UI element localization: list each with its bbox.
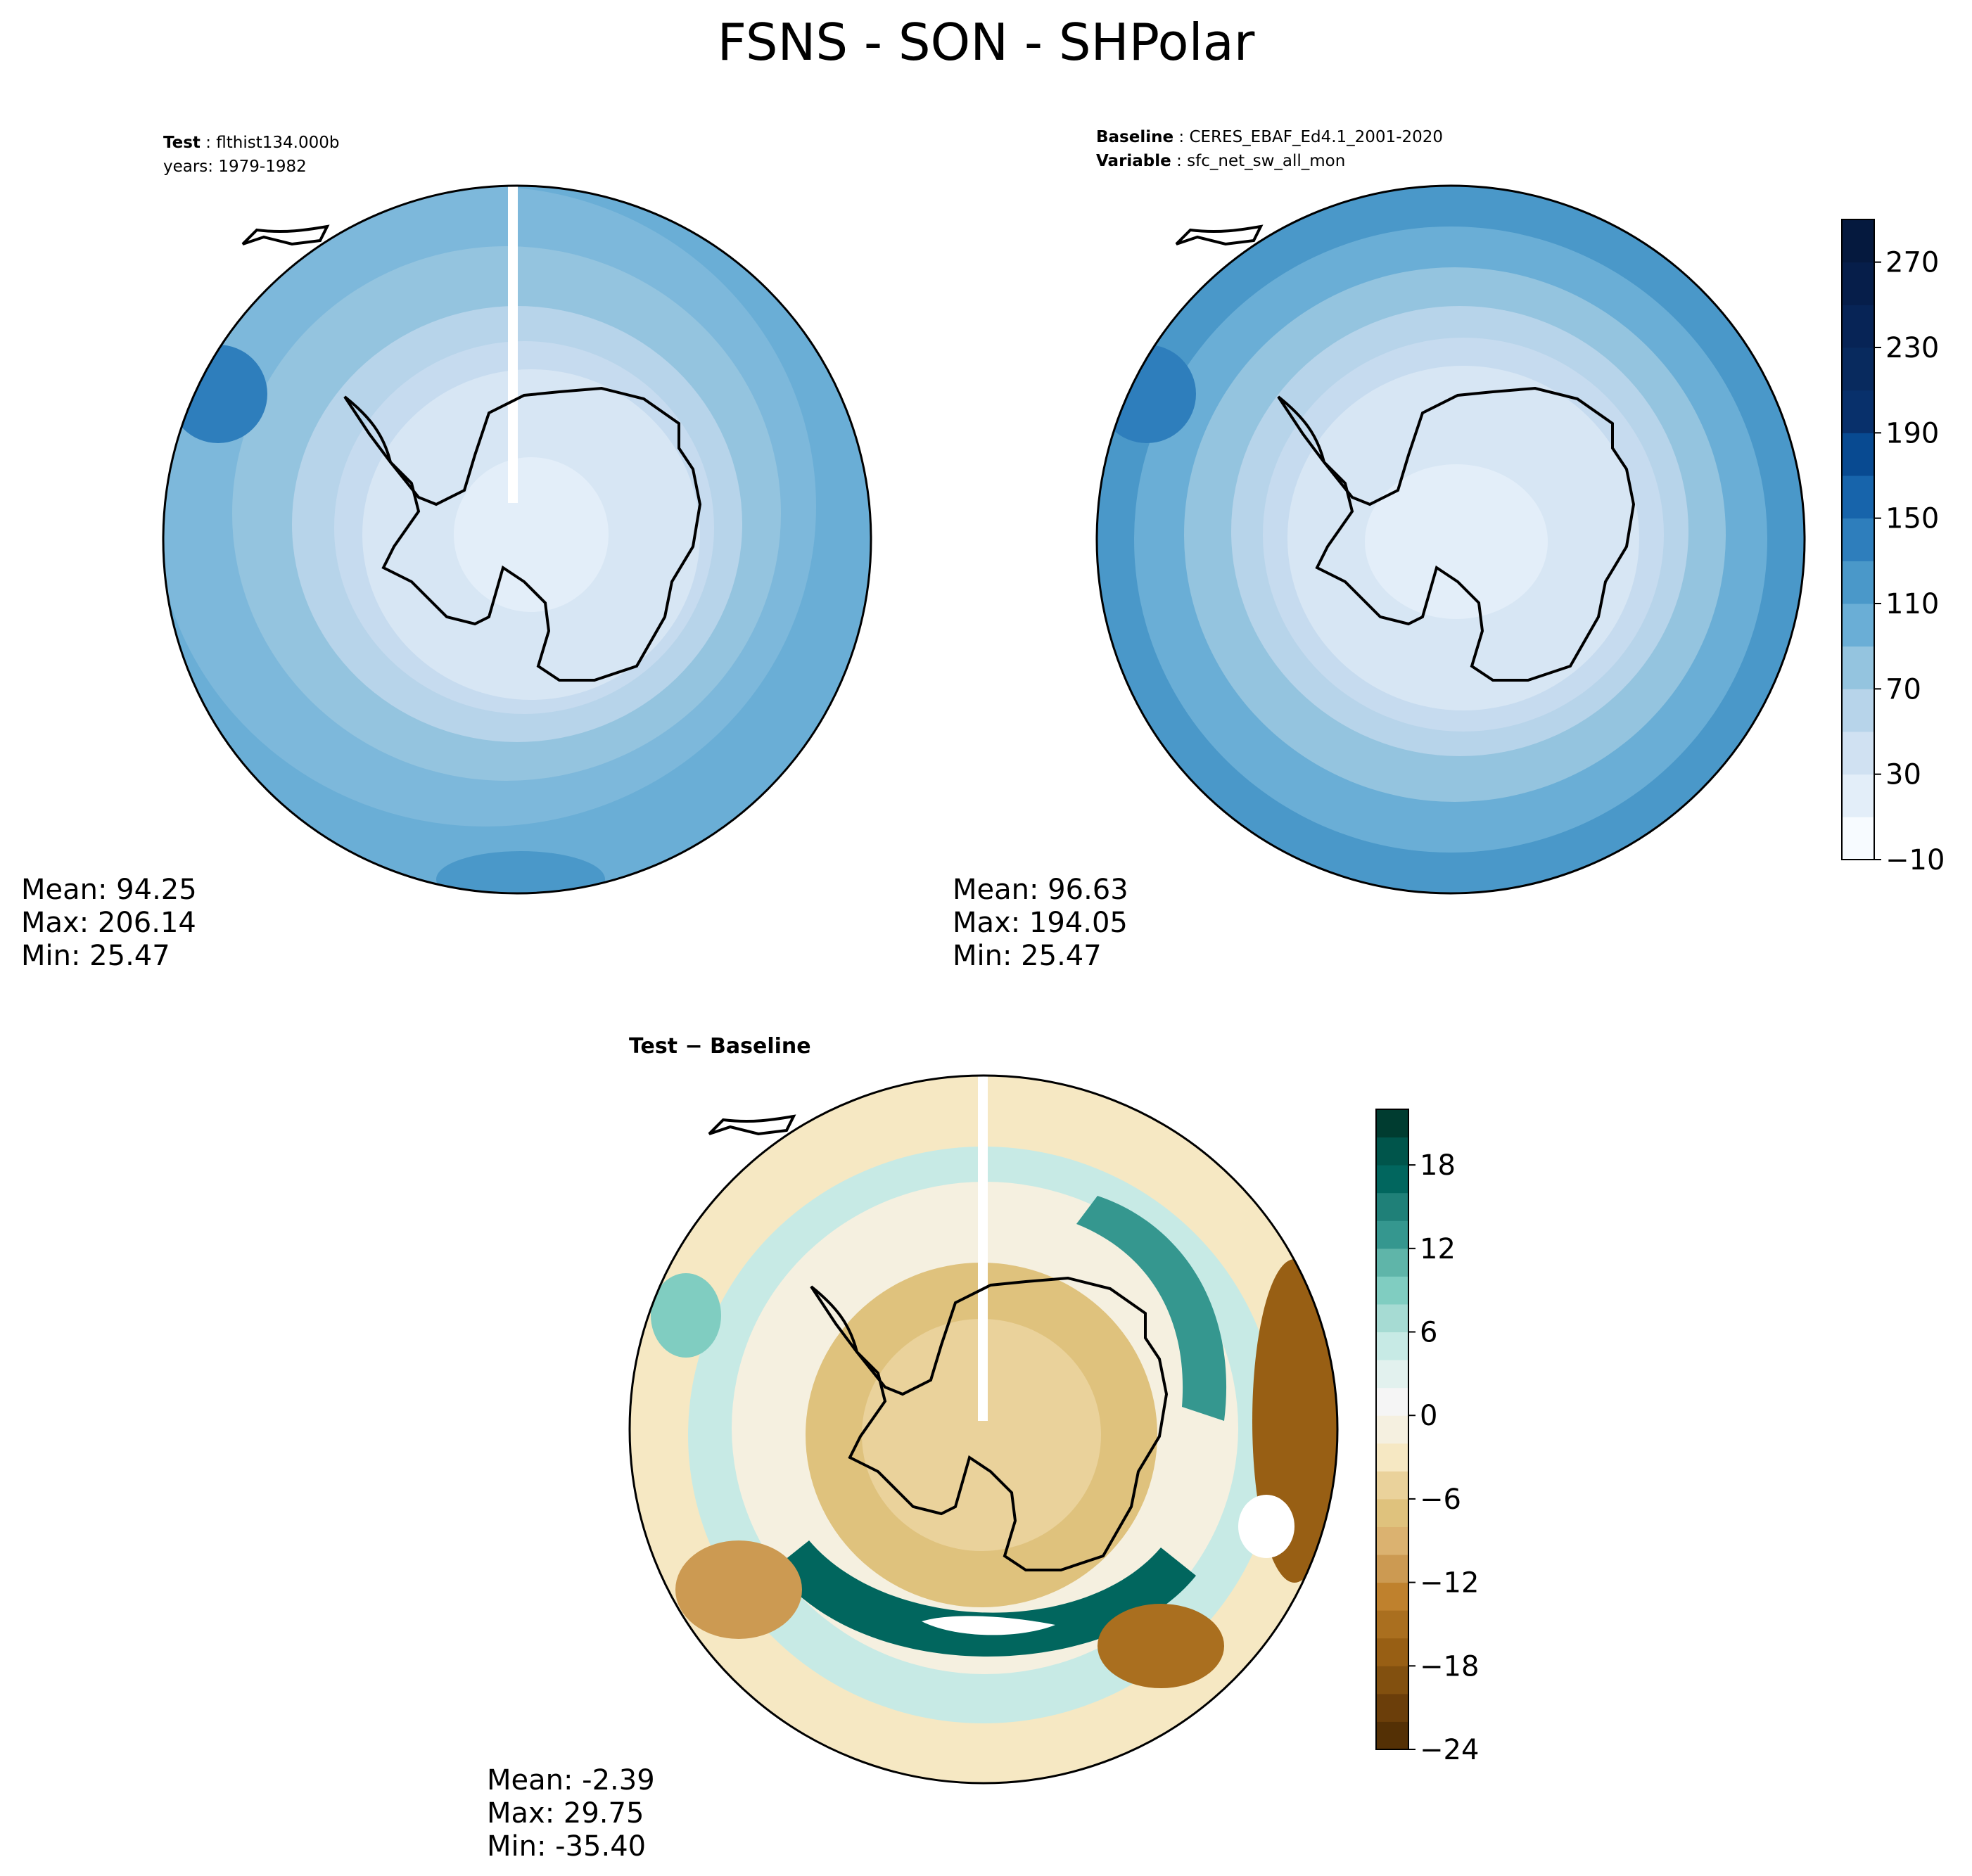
diff-colorbar-segment bbox=[1376, 1721, 1408, 1750]
diff-colorbar-segment bbox=[1376, 1555, 1408, 1583]
diff-colorbar-segment bbox=[1376, 1332, 1408, 1360]
test-panel-label: Test : flthist134.000b years: 1979-1982 bbox=[163, 131, 339, 179]
diff-colorbar-segment bbox=[1376, 1415, 1408, 1444]
diff-colorbar-segment bbox=[1376, 1387, 1408, 1416]
diff-colorbar-segment bbox=[1376, 1610, 1408, 1639]
baseline-colorbar-segment bbox=[1842, 390, 1874, 433]
baseline-colorbar-border bbox=[1841, 219, 1875, 860]
baseline-colorbar-tick-label: 150 bbox=[1885, 503, 1939, 535]
baseline-variable-key: Variable bbox=[1096, 152, 1171, 170]
diff-min: Min: -35.40 bbox=[487, 1830, 647, 1863]
diff-colorbar-segment bbox=[1376, 1471, 1408, 1500]
baseline-colorbar-tick-label: 270 bbox=[1885, 247, 1939, 279]
test-years: years: 1979-1982 bbox=[163, 158, 307, 176]
baseline-colorbar-segment bbox=[1842, 732, 1874, 775]
diff-panel-title: Test − Baseline bbox=[629, 1034, 811, 1059]
baseline-colorbar-tick-label: 70 bbox=[1885, 673, 1921, 706]
diff-colorbar-segment bbox=[1376, 1137, 1408, 1166]
baseline-label-key: Baseline bbox=[1096, 128, 1174, 146]
baseline-map bbox=[1097, 186, 1805, 893]
test-min: Min: 25.47 bbox=[21, 940, 170, 972]
diff-colorbar-tick-label: −12 bbox=[1420, 1567, 1479, 1600]
baseline-colorbar-tick-label: 30 bbox=[1885, 759, 1921, 791]
diff-colorbar-tick-label: −24 bbox=[1420, 1734, 1479, 1766]
baseline-colorbar-segment bbox=[1842, 774, 1874, 817]
baseline-variable-value: sfc_net_sw_all_mon bbox=[1187, 152, 1346, 170]
baseline-max: Max: 194.05 bbox=[953, 907, 1128, 939]
baseline-colorbar-segment bbox=[1842, 305, 1874, 348]
baseline-colorbar-segment bbox=[1842, 817, 1874, 860]
diff-colorbar-segment bbox=[1376, 1582, 1408, 1611]
diff-colorbar-segment bbox=[1376, 1443, 1408, 1472]
diff-colorbar-border bbox=[1375, 1109, 1409, 1750]
baseline-colorbar-segment bbox=[1842, 347, 1874, 391]
baseline-colorbar: −10 30 70 110 150 190 230 270 bbox=[1841, 219, 1945, 876]
baseline-colorbar-tick-label: 230 bbox=[1885, 332, 1939, 364]
diff-colorbar-segment bbox=[1376, 1498, 1408, 1527]
test-max: Max: 206.14 bbox=[21, 907, 196, 939]
diff-colorbar-tick-label: 0 bbox=[1420, 1400, 1437, 1432]
baseline-colorbar-tick-label: 110 bbox=[1885, 588, 1939, 620]
diff-colorbar: −24 −18 −12 −6 0 6 12 18 bbox=[1375, 1109, 1479, 1766]
diff-colorbar-segment bbox=[1376, 1248, 1408, 1277]
test-label-value: flthist134.000b bbox=[216, 134, 340, 152]
diff-colorbar-segment bbox=[1376, 1666, 1408, 1695]
test-stats: Mean: 94.25 Max: 206.14 Min: 25.47 bbox=[21, 874, 197, 973]
baseline-mean: Mean: 96.63 bbox=[953, 874, 1128, 906]
diff-colorbar-tick-label: 6 bbox=[1420, 1317, 1437, 1349]
baseline-min: Min: 25.47 bbox=[953, 940, 1102, 972]
diff-colorbar-tick-label: −6 bbox=[1420, 1483, 1461, 1516]
diff-mean: Mean: -2.39 bbox=[487, 1764, 655, 1797]
baseline-colorbar-segment bbox=[1842, 604, 1874, 647]
baseline-colorbar-segment bbox=[1842, 476, 1874, 519]
diff-colorbar-segment bbox=[1376, 1303, 1408, 1333]
baseline-stats: Mean: 96.63 Max: 194.05 Min: 25.47 bbox=[953, 874, 1128, 973]
baseline-colorbar-tick-label: −10 bbox=[1885, 844, 1945, 876]
diff-colorbar-segment bbox=[1376, 1360, 1408, 1389]
diff-colorbar-segment bbox=[1376, 1192, 1408, 1221]
diff-colorbar-segment bbox=[1376, 1693, 1408, 1722]
test-map bbox=[163, 186, 871, 893]
diff-colorbar-segment bbox=[1376, 1276, 1408, 1305]
baseline-colorbar-segment bbox=[1842, 646, 1874, 689]
diff-colorbar-segment bbox=[1376, 1526, 1408, 1555]
baseline-map-border bbox=[1095, 184, 1806, 895]
diff-colorbar-tick-label: 18 bbox=[1420, 1149, 1456, 1182]
baseline-colorbar-segment bbox=[1842, 433, 1874, 476]
baseline-colorbar-segment bbox=[1842, 262, 1874, 305]
diff-colorbar-tick-label: −18 bbox=[1420, 1650, 1479, 1683]
figure-title: FSNS - SON - SHPolar bbox=[717, 13, 1255, 72]
test-mean: Mean: 94.25 bbox=[21, 874, 197, 906]
test-label-key: Test bbox=[163, 134, 201, 152]
test-map-border bbox=[162, 184, 872, 895]
diff-map bbox=[630, 1076, 1337, 1783]
diff-colorbar-segment bbox=[1376, 1165, 1408, 1194]
baseline-colorbar-segment bbox=[1842, 219, 1874, 263]
baseline-colorbar-tick-label: 190 bbox=[1885, 417, 1939, 449]
diff-colorbar-segment bbox=[1376, 1109, 1408, 1138]
baseline-label-value: CERES_EBAF_Ed4.1_2001-2020 bbox=[1189, 128, 1444, 146]
diff-colorbar-segment bbox=[1376, 1638, 1408, 1666]
diff-max: Max: 29.75 bbox=[487, 1797, 644, 1830]
diff-stats: Mean: -2.39 Max: 29.75 Min: -35.40 bbox=[487, 1764, 655, 1863]
baseline-colorbar-segment bbox=[1842, 561, 1874, 604]
diff-colorbar-tick-label: 12 bbox=[1420, 1233, 1456, 1265]
diff-colorbar-segment bbox=[1376, 1220, 1408, 1249]
baseline-colorbar-segment bbox=[1842, 689, 1874, 732]
baseline-panel-label: Baseline : CERES_EBAF_Ed4.1_2001-2020 Va… bbox=[1096, 128, 1444, 170]
baseline-colorbar-segment bbox=[1842, 518, 1874, 561]
diff-map-border bbox=[628, 1074, 1339, 1785]
